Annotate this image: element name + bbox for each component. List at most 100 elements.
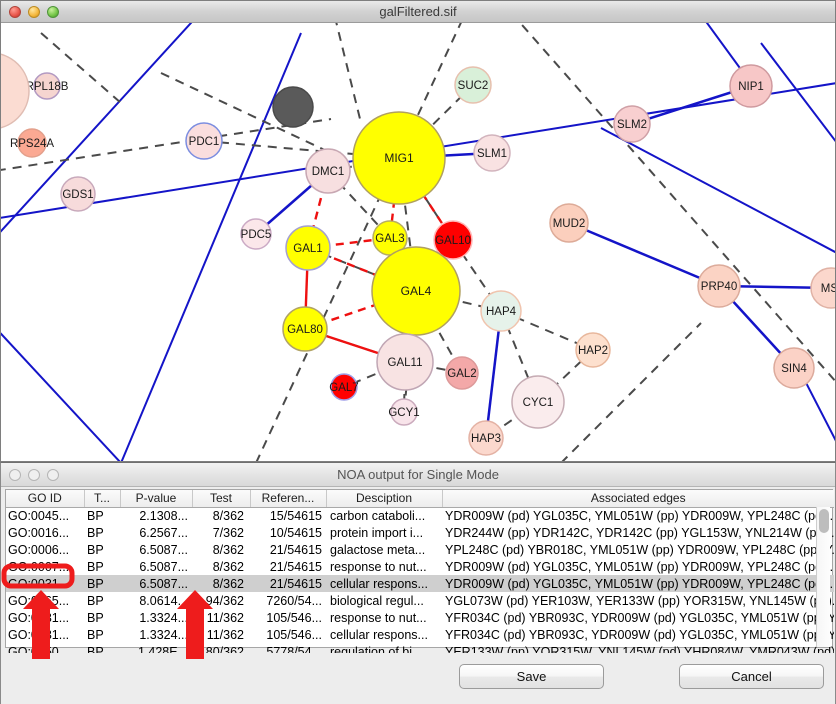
column-header-reference[interactable]: Referen... bbox=[250, 490, 327, 508]
node-circle[interactable] bbox=[1, 53, 30, 129]
graph-node-mig1[interactable]: MIG1 bbox=[352, 111, 446, 205]
cell-reference[interactable]: 7260/54... bbox=[266, 593, 322, 608]
cell-type[interactable]: BP bbox=[87, 525, 104, 540]
cell-description[interactable]: biological regul... bbox=[330, 593, 424, 608]
noa-zoom-button[interactable] bbox=[47, 468, 59, 481]
graph-node[interactable] bbox=[272, 86, 314, 128]
cell-associated-edges[interactable]: YDR009W (pd) YGL035C, YML051W (pp) YDR00… bbox=[445, 508, 834, 523]
cell-type[interactable]: BP bbox=[87, 542, 104, 557]
cell-type[interactable]: BP bbox=[87, 593, 104, 608]
edge-mud2-prp40[interactable] bbox=[568, 221, 720, 288]
node-circle[interactable] bbox=[697, 264, 741, 308]
cancel-button[interactable]: Cancel bbox=[679, 664, 824, 689]
network-graph-canvas[interactable]: RPL18B RPS24A GDS1 PDC1 PDC5 DMC1 MIG1 SUC2 SLM1… bbox=[1, 23, 835, 461]
graph-node-gal10[interactable]: GAL10 bbox=[433, 220, 473, 260]
graph-node-cyc1[interactable]: CYC1 bbox=[511, 375, 565, 429]
cell-p-value[interactable]: 6.5087... bbox=[139, 542, 188, 557]
node-circle[interactable] bbox=[480, 290, 522, 332]
node-circle[interactable] bbox=[272, 86, 314, 128]
graph-node-gal1[interactable]: GAL1 bbox=[285, 225, 331, 271]
cell-type[interactable]: BP bbox=[87, 627, 104, 642]
edge-background-5[interactable] bbox=[255, 23, 471, 461]
cell-description[interactable]: response to nut... bbox=[330, 610, 427, 625]
noa-panel-titlebar[interactable]: NOA output for Single Mode bbox=[1, 463, 835, 487]
node-circle[interactable] bbox=[371, 246, 461, 336]
cell-reference[interactable]: 21/54615 bbox=[250, 575, 326, 592]
cell-description[interactable]: carbon cataboli... bbox=[330, 508, 426, 523]
graph-node-nip1[interactable]: NIP1 bbox=[729, 64, 773, 108]
cell-description[interactable]: response to nut... bbox=[330, 559, 427, 574]
cell-p-value[interactable]: 6.2567... bbox=[139, 525, 188, 540]
column-header-type[interactable]: T... bbox=[84, 490, 121, 508]
cell-reference[interactable]: 21/54615 bbox=[269, 559, 322, 574]
node-circle[interactable] bbox=[282, 306, 328, 352]
cell-test[interactable]: 8/362 bbox=[212, 559, 244, 574]
graph-node-gal3[interactable]: GAL3 bbox=[372, 220, 408, 256]
cell-type[interactable]: BP bbox=[87, 610, 104, 625]
cell-associated-edges[interactable]: YGL073W (pd) YER103W, YER133W (pp) YOR31… bbox=[445, 593, 834, 608]
graph-node-gds1[interactable]: GDS1 bbox=[60, 176, 96, 212]
cell-reference[interactable]: 105/546... bbox=[266, 627, 322, 642]
cell-test[interactable]: 11/362 bbox=[206, 610, 244, 625]
node-circle[interactable] bbox=[810, 267, 835, 309]
node-circle[interactable] bbox=[433, 220, 473, 260]
table-row[interactable]: GO:0031... BP 1.3324... 11/362 105/546... cel… bbox=[6, 626, 834, 643]
node-circle[interactable] bbox=[240, 218, 272, 250]
node-circle[interactable] bbox=[185, 122, 223, 160]
node-circle[interactable] bbox=[468, 420, 504, 456]
cell-go-id[interactable]: GO:0007... bbox=[8, 559, 70, 574]
edge-background-6[interactable] bbox=[600, 127, 835, 254]
cell-test[interactable]: 94/362 bbox=[205, 593, 244, 608]
node-circle[interactable] bbox=[352, 111, 446, 205]
graph-node-suc2[interactable]: SUC2 bbox=[454, 66, 492, 104]
graph-node-slm1[interactable]: SLM1 bbox=[473, 134, 511, 172]
cell-reference[interactable]: 10/54615 bbox=[269, 525, 322, 540]
cell-associated-edges[interactable]: YDR244W (pp) YDR142C, YDR142C (pp) YGL15… bbox=[445, 525, 834, 540]
table-row[interactable]: GO:0065... BP 8.0614... 94/362 7260/54... bio… bbox=[6, 592, 834, 609]
graph-node-sin4[interactable]: SIN4 bbox=[773, 347, 815, 389]
cell-associated-edges[interactable]: YFR034C (pd) YBR093C, YDR009W (pd) YGL03… bbox=[445, 627, 834, 642]
cell-p-value[interactable]: 2.1308... bbox=[139, 508, 188, 523]
cell-test[interactable]: 8/362 bbox=[192, 575, 250, 592]
table-row[interactable]: GO:0045... BP 2.1308... 8/362 15/54615 carbon… bbox=[6, 507, 834, 524]
noa-minimize-button[interactable] bbox=[28, 468, 40, 481]
window-titlebar[interactable]: galFiltered.sif bbox=[1, 1, 835, 23]
node-circle[interactable] bbox=[60, 176, 96, 212]
column-header-associated-edges[interactable]: Associated edges bbox=[442, 490, 834, 508]
column-header-description[interactable]: Desciption bbox=[326, 490, 443, 508]
graph-node-gal11[interactable]: GAL11 bbox=[376, 333, 434, 391]
cell-test[interactable]: 8/362 bbox=[212, 542, 244, 557]
graph-node-mud2[interactable]: MUD2 bbox=[549, 203, 589, 243]
cell-p-value[interactable]: 6.5087... bbox=[120, 575, 192, 592]
cell-description[interactable]: protein import i... bbox=[330, 525, 424, 540]
cell-go-id[interactable]: GO:0031... bbox=[6, 575, 84, 592]
node-circle[interactable] bbox=[17, 128, 47, 158]
cell-go-id[interactable]: GO:0016... bbox=[8, 525, 70, 540]
table-row[interactable]: GO:0006... BP 6.5087... 8/362 21/54615 galact… bbox=[6, 541, 834, 558]
cell-associated-edges[interactable]: YFR034C (pd) YBR093C, YDR009W (pd) YGL03… bbox=[445, 610, 834, 625]
graph-node-gal7[interactable]: GAL7 bbox=[329, 373, 359, 401]
cell-p-value[interactable]: 1.3324... bbox=[139, 610, 188, 625]
cell-reference[interactable]: 15/54615 bbox=[269, 508, 322, 523]
cell-p-value[interactable]: 1.3324... bbox=[139, 627, 188, 642]
column-header-p-value[interactable]: P-value bbox=[120, 490, 193, 508]
edge-background-11[interactable] bbox=[561, 322, 702, 461]
zoom-button[interactable] bbox=[47, 5, 59, 18]
cell-go-id[interactable]: GO:0031... bbox=[8, 627, 70, 642]
edge-background-10[interactable] bbox=[800, 372, 835, 443]
cell-type[interactable]: BP bbox=[84, 575, 120, 592]
cell-type[interactable]: BP bbox=[87, 508, 104, 523]
node-circle[interactable] bbox=[729, 64, 773, 108]
minimize-button[interactable] bbox=[28, 5, 40, 18]
node-circle[interactable] bbox=[376, 333, 434, 391]
cell-associated-edges[interactable]: YDR009W (pd) YGL035C, YML051W (pp) YDR00… bbox=[445, 559, 834, 574]
table-row[interactable]: GO:0031... BP 1.3324... 11/362 105/546... res… bbox=[6, 609, 834, 626]
cell-go-id[interactable]: GO:0031... bbox=[8, 610, 70, 625]
graph-node-dmc1[interactable]: DMC1 bbox=[305, 148, 351, 194]
cell-type[interactable]: BP bbox=[87, 559, 104, 574]
graph-node-hap3[interactable]: HAP3 bbox=[468, 420, 504, 456]
cell-go-id[interactable]: GO:0045... bbox=[8, 508, 70, 523]
cell-description[interactable]: galactose meta... bbox=[330, 542, 426, 557]
node-circle[interactable] bbox=[330, 373, 358, 401]
column-header-test[interactable]: Test bbox=[192, 490, 251, 508]
